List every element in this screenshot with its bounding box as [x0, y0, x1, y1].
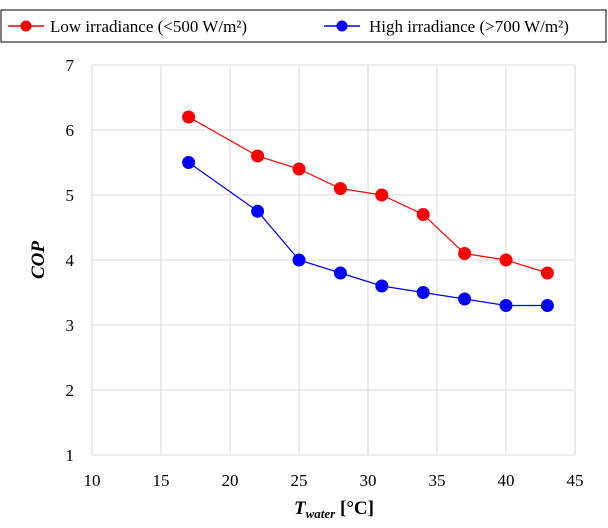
series-1-point	[292, 253, 306, 267]
x-tick-label: 35	[429, 471, 446, 490]
series-1-point	[416, 286, 430, 299]
x-tick-label: 20	[222, 471, 239, 490]
x-axis-title: Twater [°C]	[294, 498, 374, 521]
series-0-point	[251, 149, 265, 163]
series-1-point	[251, 204, 265, 218]
legend-label-high: High irradiance (>700 W/m²)	[369, 17, 569, 36]
series-1-point	[499, 299, 513, 312]
series-1-point	[375, 279, 389, 293]
series-1-point	[182, 156, 196, 169]
x-tick-label: 15	[153, 471, 170, 490]
y-tick-label: 6	[66, 121, 75, 140]
series-1-point	[333, 266, 347, 280]
x-tick-label: 25	[291, 471, 308, 490]
plot-area-border	[91, 64, 576, 456]
x-tick-label: 40	[498, 471, 515, 490]
y-tick-label: 7	[66, 56, 75, 75]
legend-label-low: Low irradiance (<500 W/m²)	[50, 17, 247, 36]
y-tick-label: 1	[66, 446, 75, 465]
y-axis-title: COP	[28, 241, 49, 279]
series-0-point	[499, 253, 513, 267]
series-1-point	[458, 292, 472, 306]
y-tick-label: 4	[66, 251, 75, 270]
series-group	[182, 110, 554, 312]
legend-marker-high	[336, 20, 348, 32]
x-axis-ticks: 10 15 20 25 30 35 40 45	[84, 471, 584, 490]
y-tick-label: 2	[66, 381, 75, 400]
x-tick-label: 10	[84, 471, 101, 490]
series-0-point	[458, 247, 472, 260]
series-0-point	[292, 162, 306, 176]
series-0-point	[540, 266, 554, 280]
legend: Low irradiance (<500 W/m²) High irradian…	[0, 9, 607, 43]
legend-marker-low	[20, 20, 32, 32]
y-tick-label: 5	[66, 186, 75, 205]
x-axis-title-subscript: water	[306, 506, 337, 521]
x-tick-label: 45	[567, 471, 584, 490]
series-1-point	[540, 299, 554, 312]
series-0-point	[416, 208, 430, 221]
x-axis-title-unit: [°C]	[335, 498, 374, 519]
x-tick-label: 30	[360, 471, 377, 490]
series-0-point	[375, 188, 389, 202]
legend-box	[0, 9, 607, 43]
x-axis-title-main: T	[294, 498, 307, 519]
series-0-point	[182, 110, 196, 124]
y-tick-label: 3	[66, 316, 75, 335]
series-0-point	[333, 182, 347, 195]
y-axis-ticks: 1 2 3 4 5 6 7	[66, 56, 75, 465]
